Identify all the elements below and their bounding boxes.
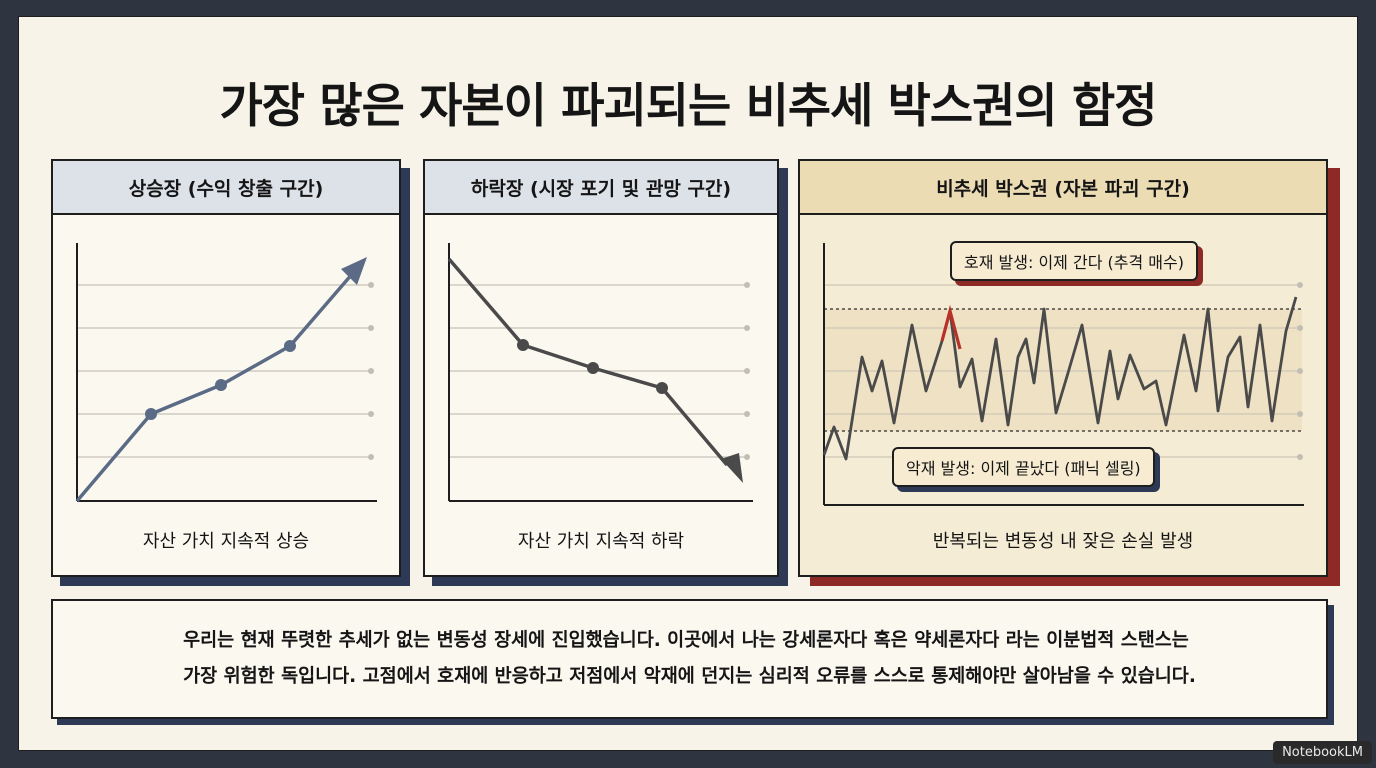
buy-chase-callout: 호재 발생: 이제 간다 (추격 매수) (950, 241, 1198, 281)
downtrend-caption: 자산 가치 지속적 하락 (517, 531, 685, 552)
uptrend-chart (75, 243, 377, 503)
downtrend-chart (447, 243, 753, 502)
downtrend-grid-dots (744, 282, 750, 460)
uptrend-gridlines (77, 284, 371, 458)
range-caption: 반복되는 변동성 내 잦은 손실 발생 (932, 531, 1194, 552)
range-price-line (822, 296, 1298, 461)
downtrend-panel: 하락장 (시장 포기 및 관망 구간) 자산 가치 지속적 하락 (423, 159, 779, 577)
downtrend-arrow-head (721, 453, 743, 483)
range-chart (822, 243, 1304, 506)
range-peak-highlight (940, 304, 962, 350)
range-panel-header: 비추세 박스권 (자본 파괴 구간) (800, 161, 1326, 215)
uptrend-panel: 상승장 (수익 창출 구간) 자산 가치 지속적 상승 (51, 159, 401, 577)
summary-text: 우리는 현재 뚜렷한 추세가 없는 변동성 장세에 진입했습니다. 이곳에서 나… (183, 623, 1196, 695)
page-title: 가장 많은 자본이 파괴되는 비추세 박스권의 함정 (219, 79, 1158, 134)
notebooklm-watermark: NotebookLM (1273, 741, 1372, 764)
range-panel: 비추세 박스권 (자본 파괴 구간) 호재 발생: 이제 간다 (추격 매 (798, 159, 1328, 577)
downtrend-gridlines (449, 284, 747, 458)
range-grid-dots (1297, 282, 1303, 460)
slide: 가장 많은 자본이 파괴되는 비추세 박스권의 함정 상승장 (수익 창출 구간… (18, 16, 1358, 751)
downtrend-panel-header: 하락장 (시장 포기 및 관망 구간) (425, 161, 777, 215)
downtrend-line (447, 257, 729, 467)
uptrend-grid-dots (368, 282, 374, 460)
uptrend-line (75, 271, 355, 503)
uptrend-points (145, 340, 296, 420)
summary-line-1: 우리는 현재 뚜렷한 추세가 없는 변동성 장세에 진입했습니다. 이곳에서 나… (183, 630, 1189, 651)
downtrend-points (517, 339, 668, 394)
panic-sell-callout: 악재 발생: 이제 끝났다 (패닉 셀링) (892, 447, 1155, 487)
uptrend-panel-header: 상승장 (수익 창출 구간) (53, 161, 399, 215)
summary-line-2: 가장 위험한 독입니다. 고점에서 호재에 반응하고 저점에서 악재에 던지는 … (183, 666, 1196, 687)
uptrend-caption: 자산 가치 지속적 상승 (142, 531, 310, 552)
uptrend-arrow-head (341, 257, 367, 285)
summary-box: 우리는 현재 뚜렷한 추세가 없는 변동성 장세에 진입했습니다. 이곳에서 나… (51, 599, 1328, 719)
